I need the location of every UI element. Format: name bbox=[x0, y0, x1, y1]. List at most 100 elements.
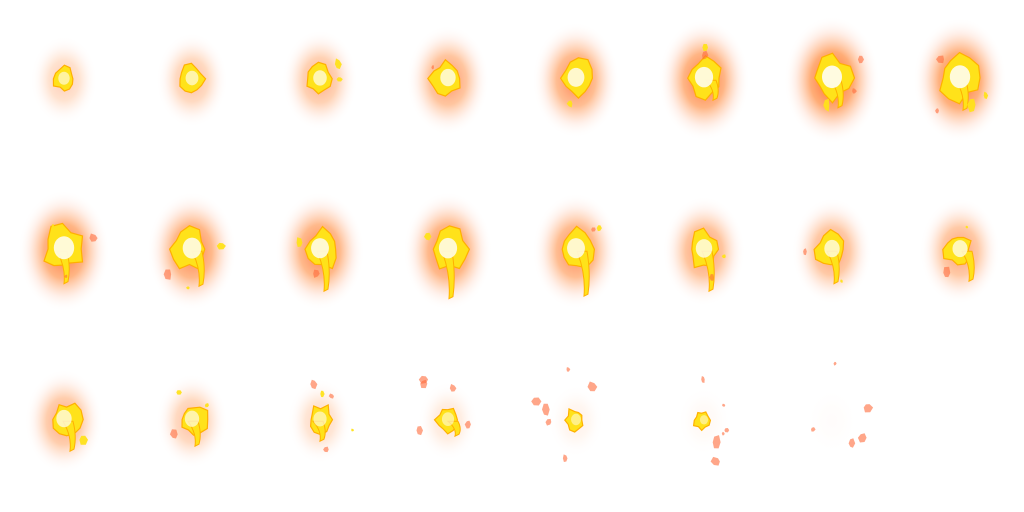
ember-spark bbox=[965, 225, 969, 228]
explosion-frame bbox=[768, 171, 896, 342]
ember-spark bbox=[310, 380, 318, 390]
ember-spark bbox=[857, 55, 864, 64]
ember-spark bbox=[848, 438, 856, 449]
flame-core bbox=[694, 66, 714, 88]
explosion-frame-graphic bbox=[24, 369, 104, 474]
ember-spark bbox=[216, 242, 226, 250]
ember-spark bbox=[936, 55, 944, 64]
flame-core bbox=[313, 411, 327, 427]
explosion-frame bbox=[384, 0, 512, 171]
ember-spark bbox=[566, 367, 571, 372]
explosion-frame-graphic bbox=[287, 378, 355, 465]
ember-spark bbox=[449, 384, 457, 392]
flame-core bbox=[821, 65, 843, 89]
explosion-frame bbox=[512, 171, 640, 342]
ember-spark bbox=[296, 236, 303, 247]
ember-spark bbox=[51, 223, 55, 229]
ember-spark bbox=[857, 433, 867, 443]
explosion-frame bbox=[256, 0, 384, 171]
flame-tail bbox=[576, 250, 590, 297]
ember-spark bbox=[79, 436, 88, 446]
explosion-frame bbox=[512, 341, 640, 512]
flame-core bbox=[440, 68, 456, 87]
flame-tail bbox=[961, 250, 975, 282]
explosion-frame-graphic bbox=[531, 367, 605, 463]
explosion-frame-graphic bbox=[147, 191, 237, 311]
explosion-frame bbox=[768, 0, 896, 171]
explosion-frame-graphic bbox=[156, 32, 228, 128]
ember-spark bbox=[351, 428, 355, 432]
flame-core bbox=[58, 71, 70, 85]
explosion-frame-graphic bbox=[406, 25, 490, 136]
ember-spark bbox=[702, 43, 708, 52]
flame-core bbox=[567, 237, 585, 258]
ember-spark bbox=[840, 279, 843, 283]
ember-spark bbox=[64, 274, 68, 278]
ember-spark bbox=[721, 432, 725, 436]
flame-tail bbox=[316, 250, 330, 292]
ember-spark bbox=[545, 419, 552, 426]
explosion-frame bbox=[640, 0, 768, 171]
ember-spark bbox=[186, 286, 190, 289]
explosion-frame-graphic bbox=[18, 189, 110, 312]
ember-spark bbox=[721, 254, 726, 258]
flame-tail bbox=[704, 79, 719, 102]
ember-spark bbox=[701, 376, 705, 384]
explosion-frame bbox=[640, 171, 768, 342]
ember-spark bbox=[967, 98, 976, 113]
ember-spark bbox=[328, 393, 334, 399]
ember-spark bbox=[531, 397, 542, 406]
explosion-frame-graphic bbox=[532, 22, 620, 139]
ember-spark bbox=[943, 266, 951, 277]
ember-spark bbox=[823, 98, 830, 112]
flame-core bbox=[567, 67, 585, 87]
explosion-frame-graphic bbox=[784, 16, 880, 145]
ember-spark bbox=[313, 269, 320, 278]
ember-spark bbox=[591, 227, 596, 232]
flame-tail bbox=[830, 79, 844, 109]
explosion-frame bbox=[896, 0, 1024, 171]
ember-spark bbox=[176, 390, 182, 395]
flame-core bbox=[824, 239, 840, 257]
ember-spark bbox=[724, 428, 730, 433]
flame-core bbox=[311, 237, 329, 258]
ember-spark bbox=[863, 404, 874, 413]
explosion-frame-graphic bbox=[919, 197, 1001, 305]
explosion-frame bbox=[0, 341, 128, 512]
explosion-frame bbox=[640, 341, 768, 512]
ember-spark bbox=[596, 224, 602, 231]
flame-core bbox=[571, 414, 581, 426]
ember-spark bbox=[464, 420, 471, 429]
ember-spark bbox=[935, 108, 939, 114]
explosion-frame-graphic bbox=[416, 376, 479, 462]
flame-core bbox=[185, 70, 199, 86]
flame-tail bbox=[186, 421, 201, 448]
ember-spark bbox=[702, 50, 709, 60]
explosion-frame bbox=[128, 0, 256, 171]
ember-spark bbox=[336, 77, 343, 82]
glow-halo bbox=[805, 386, 859, 457]
explosion-frame bbox=[512, 0, 640, 171]
explosion-frame bbox=[256, 171, 384, 342]
explosion-frame bbox=[384, 341, 512, 512]
ember-spark bbox=[89, 233, 98, 242]
ember-spark bbox=[562, 454, 568, 463]
flame-core bbox=[695, 238, 713, 258]
ember-spark bbox=[709, 273, 714, 281]
flame-core bbox=[53, 235, 75, 259]
ember-spark bbox=[542, 404, 550, 416]
explosion-frame bbox=[0, 171, 128, 342]
ember-spark bbox=[803, 247, 807, 255]
ember-spark bbox=[320, 391, 325, 398]
ember-spark bbox=[163, 269, 172, 280]
flame-tail bbox=[62, 421, 76, 453]
explosion-frame bbox=[128, 171, 256, 342]
flame-tail bbox=[311, 421, 326, 443]
explosion-frame bbox=[0, 0, 128, 171]
ember-spark bbox=[712, 435, 721, 449]
explosion-frame bbox=[128, 341, 256, 512]
ember-spark bbox=[566, 100, 573, 108]
flame-core bbox=[438, 237, 458, 259]
ember-spark bbox=[334, 58, 342, 70]
